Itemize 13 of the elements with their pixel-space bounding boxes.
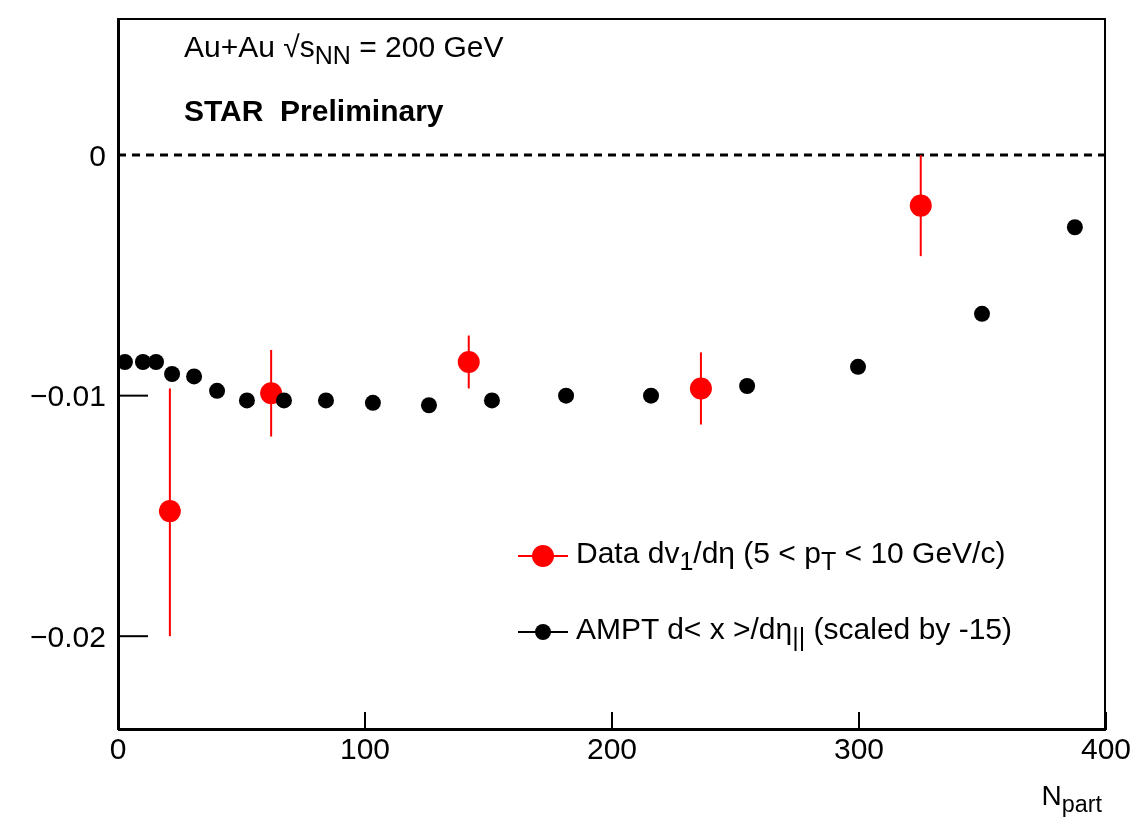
y-tick-label: −0.02 [30,619,106,653]
x-tick-label: 100 [339,732,391,766]
annotation: STAR Preliminary [184,94,444,128]
x-axis-title: N$_{part}$ [1041,780,1102,818]
x-tick-label: 200 [586,732,638,766]
legend-label: Data dv$_{1}$/dη (5 < p$_{T}$ < 10 GeV/c) [576,536,1006,576]
legend-label: AMPT d< x >/dη$_{||}$ (scaled by -15) [576,612,1012,652]
y-tick-label: 0 [89,138,106,172]
x-tick-label: 0 [109,732,127,766]
y-tick-label: −0.01 [30,379,106,413]
x-tick-label: 400 [1080,732,1132,766]
x-tick-label: 300 [833,732,885,766]
annotation: Au+Au √s$_{NN}$ = 200 GeV [184,30,504,70]
